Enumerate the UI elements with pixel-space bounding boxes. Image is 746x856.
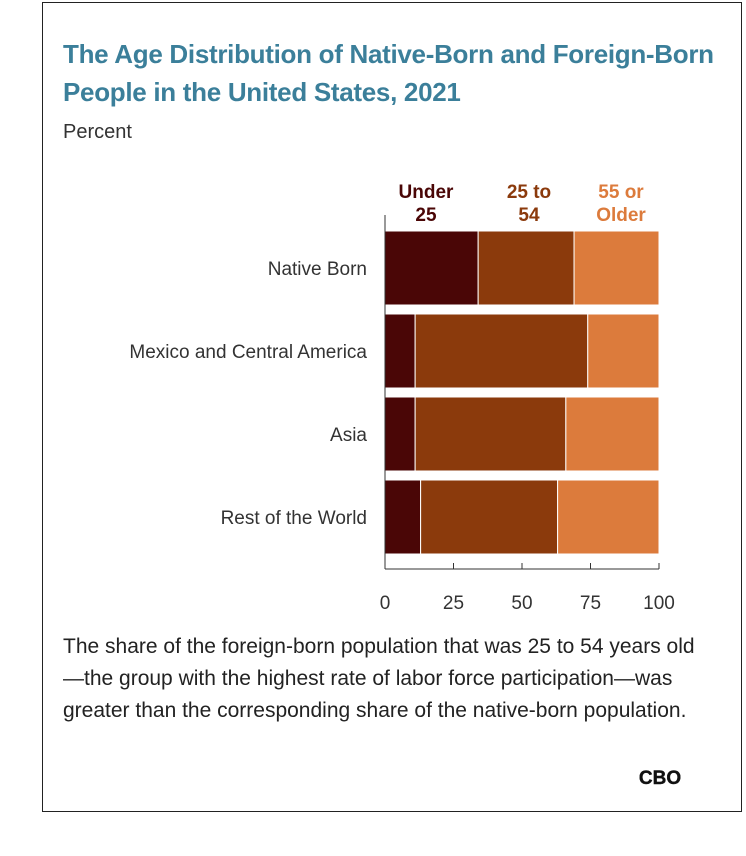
- x-tick-label-0: 0: [380, 593, 391, 614]
- chart-caption: The share of the foreign-born population…: [63, 635, 695, 722]
- category-labels: Native Born Mexico and Central America Asi…: [129, 259, 367, 529]
- cbo-logo: CBO: [638, 768, 682, 789]
- bar-rest-of-the-world-under-25: [384, 479, 422, 555]
- x-axis: 0 25 50 75 100: [380, 215, 675, 614]
- chart-subtitle: Percent: [63, 121, 132, 143]
- legend: Under 25 25 to 54 55 or Older: [399, 182, 647, 226]
- legend-label-under-25: Under 25: [399, 182, 455, 226]
- bar-mexico-and-central-america-55-or-older: [587, 313, 660, 389]
- x-tick-label-25: 25: [443, 593, 464, 614]
- legend-label-55-or-older: 55 or Older: [596, 182, 646, 226]
- category-label-native-born: Native Born: [268, 259, 367, 280]
- bar-native-born-25-to-54: [477, 230, 575, 306]
- chart-frame: The Age Distribution of Native-Born and …: [42, 2, 742, 812]
- category-label-rest-of-the-world: Rest of the World: [221, 508, 367, 529]
- bar-rest-of-the-world-25-to-54: [420, 479, 559, 555]
- bar-mexico-and-central-america-under-25: [384, 313, 416, 389]
- x-tick-label-50: 50: [511, 593, 532, 614]
- bar-asia-25-to-54: [414, 396, 567, 472]
- legend-label-25-to-54: 25 to 54: [507, 182, 551, 226]
- stacked-bar-chart: Under 25 25 to 54 55 or Older Native Born Mexi…: [129, 182, 675, 614]
- bar-native-born-under-25: [384, 230, 479, 306]
- bar-mexico-and-central-america-25-to-54: [414, 313, 589, 389]
- chart-title: The Age Distribution of Native-Born and …: [63, 39, 714, 107]
- bar-asia-under-25: [384, 396, 416, 472]
- bars: [384, 230, 660, 555]
- bar-native-born-55-or-older: [573, 230, 660, 306]
- category-label-mexico-and-central-america: Mexico and Central America: [129, 342, 367, 363]
- bar-rest-of-the-world-55-or-older: [557, 479, 660, 555]
- bar-asia-55-or-older: [565, 396, 660, 472]
- x-tick-label-100: 100: [643, 593, 675, 614]
- x-tick-label-75: 75: [580, 593, 601, 614]
- category-label-asia: Asia: [330, 425, 367, 446]
